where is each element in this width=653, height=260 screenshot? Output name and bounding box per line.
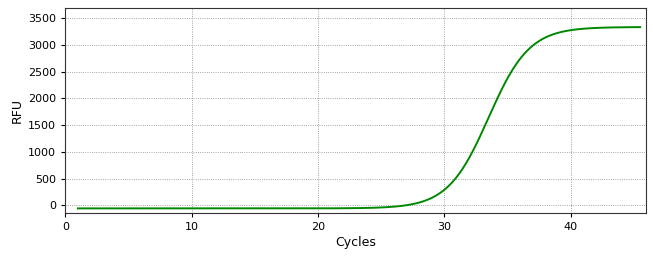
- Y-axis label: RFU: RFU: [11, 98, 24, 123]
- X-axis label: Cycles: Cycles: [336, 236, 376, 249]
